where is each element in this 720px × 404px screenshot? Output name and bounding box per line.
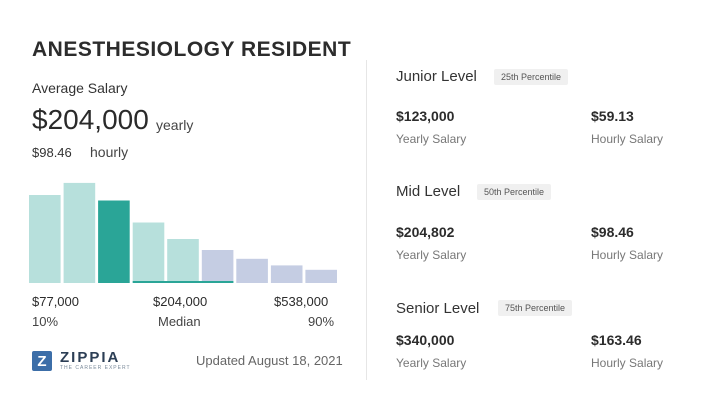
- junior-percentile-badge: 25th Percentile: [494, 69, 569, 85]
- histogram-bar-3: [98, 200, 130, 283]
- mid-yearly-label: Yearly Salary: [396, 248, 467, 262]
- junior-hourly-value: $59.13: [591, 108, 634, 124]
- senior-yearly-value: $340,000: [396, 332, 455, 348]
- average-salary-unit: yearly: [156, 117, 194, 133]
- histogram-bar-6: [201, 250, 234, 283]
- senior-percentile-badge: 75th Percentile: [498, 300, 573, 316]
- x-tick-high-value: $538,000: [274, 294, 329, 309]
- updated-date: Updated August 18, 2021: [196, 353, 343, 368]
- average-salary-label: Average Salary: [32, 80, 128, 96]
- junior-yearly-label: Yearly Salary: [396, 132, 467, 146]
- senior-hourly-value: $163.46: [591, 332, 642, 348]
- senior-level-title: Senior Level: [396, 300, 480, 317]
- junior-level-title: Junior Level: [396, 68, 477, 85]
- mid-yearly-value: $204,802: [396, 224, 455, 240]
- senior-yearly-label: Yearly Salary: [396, 356, 467, 370]
- histogram-bar-2: [63, 182, 96, 283]
- mid-hourly-value: $98.46: [591, 224, 634, 240]
- job-title: ANESTHESIOLOGY RESIDENT: [32, 38, 352, 61]
- x-tick-low-value: $77,000: [32, 294, 79, 309]
- x-tick-high-label: 90%: [308, 314, 335, 329]
- brand-tagline: THE CAREER EXPERT: [60, 365, 131, 371]
- histogram-bar-8: [270, 265, 303, 283]
- salary-distribution-chart: [29, 173, 337, 283]
- x-tick-median-label: Median: [158, 314, 201, 329]
- mid-percentile-badge: 50th Percentile: [477, 184, 552, 200]
- zippia-logo[interactable]: Z ZIPPIA THE CAREER EXPERT: [32, 350, 131, 372]
- histogram-bar-9: [305, 269, 337, 283]
- zippia-logo-icon: Z: [32, 351, 52, 371]
- average-hourly-unit: hourly: [90, 144, 129, 160]
- salary-histogram: [29, 182, 337, 283]
- junior-hourly-label: Hourly Salary: [591, 132, 664, 146]
- senior-hourly-label: Hourly Salary: [591, 356, 664, 370]
- x-tick-median-value: $204,000: [153, 294, 208, 309]
- histogram-bar-7: [236, 258, 268, 283]
- mid-level-title: Mid Level: [396, 183, 461, 200]
- average-hourly-amount: $98.46: [32, 145, 72, 160]
- histogram-bar-4: [132, 222, 165, 283]
- average-salary-amount: $204,000: [32, 104, 149, 135]
- mid-hourly-label: Hourly Salary: [591, 248, 664, 262]
- histogram-bar-5: [167, 239, 199, 283]
- column-divider: [366, 60, 367, 380]
- salary-card: ANESTHESIOLOGY RESIDENT Average Salary $…: [8, 8, 712, 396]
- histogram-bar-1: [29, 195, 61, 283]
- median-baseline: [132, 281, 234, 283]
- junior-yearly-value: $123,000: [396, 108, 455, 124]
- brand-name: ZIPPIA: [60, 349, 121, 366]
- x-tick-low-label: 10%: [32, 314, 59, 329]
